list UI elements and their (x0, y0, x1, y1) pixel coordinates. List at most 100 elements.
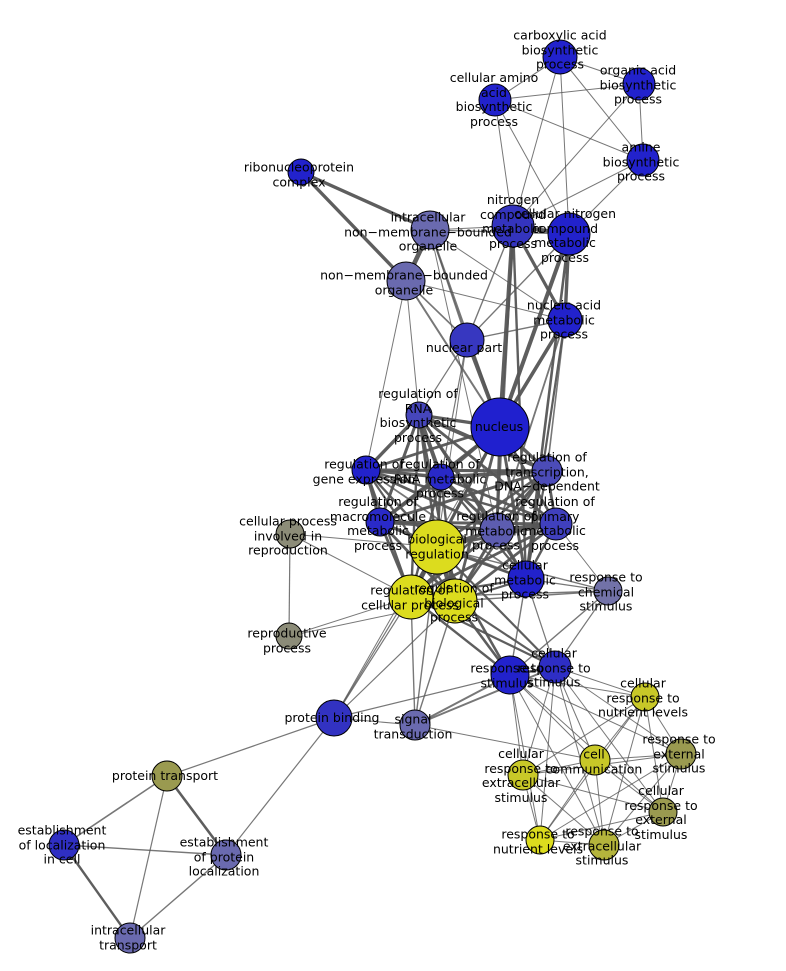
graph-edge (436, 546, 556, 668)
graph-node-regulation_of_macromolecule_metabolic_process[interactable] (365, 507, 395, 537)
graph-edge (165, 775, 228, 856)
graph-edge (644, 696, 664, 813)
graph-edge (509, 674, 605, 846)
graph-edge (546, 319, 566, 472)
graph-edge (512, 83, 640, 227)
graph-edge (299, 170, 408, 283)
graph-edge (559, 56, 644, 161)
graph-edge (539, 811, 664, 841)
graph-node-protein_binding[interactable] (315, 699, 353, 737)
graph-edge (496, 319, 566, 531)
graph-node-regulation_of_rna_biosynthetic_process[interactable] (405, 401, 433, 429)
graph-node-carboxylic_acid_biosynthetic_process[interactable] (542, 39, 578, 75)
graph-edge (522, 774, 664, 813)
graph-node-nitrogen_compound_metabolic_process[interactable] (491, 204, 535, 248)
edge-layer (63, 56, 682, 939)
graph-node-response_to_external_stimulus[interactable] (665, 738, 697, 770)
graph-edge (559, 56, 570, 235)
graph-edge (509, 674, 541, 841)
graph-node-regulation_of_primary_metabolic_process[interactable] (539, 507, 573, 541)
graph-edge (288, 533, 291, 637)
graph-edge (539, 759, 596, 841)
graph-edge (333, 674, 511, 719)
graph-node-nuclear_part[interactable] (449, 322, 485, 358)
graph-node-biological_regulation[interactable] (409, 519, 465, 575)
graph-node-cell_communication[interactable] (579, 744, 611, 776)
graph-edge (129, 854, 227, 939)
graph-node-cellular_nitrogen_compound_metabolic_process[interactable] (547, 212, 591, 256)
graph-edge (512, 56, 561, 227)
graph-edge (289, 533, 412, 598)
graph-edge (63, 775, 168, 846)
graph-edge (429, 229, 566, 321)
graph-edge (494, 99, 570, 235)
graph-node-cellular_response_to_external_stimulus[interactable] (648, 797, 678, 827)
graph-edge (524, 233, 571, 580)
graph-node-cellular_amino_acid_biosynthetic_process[interactable] (478, 83, 512, 117)
graph-node-establishment_of_protein_localization[interactable] (210, 839, 242, 871)
graph-node-protein_transport[interactable] (151, 760, 183, 792)
graph-node-regulation_of_transcription_dna_dependent[interactable] (531, 455, 563, 487)
graph-edge (300, 170, 431, 232)
graph-node-intracellular_non_membrane_bounded_organelle[interactable] (410, 210, 450, 250)
graph-edge (166, 717, 335, 777)
graph-edge (509, 674, 682, 755)
graph-node-regulation_of_rna_metabolic_process[interactable] (427, 463, 455, 491)
graph-node-cellular_response_to_stimulus[interactable] (538, 650, 572, 684)
graph-edge (333, 546, 438, 719)
graph-edge (512, 159, 644, 227)
graph-node-nucleic_acid_metabolic_process[interactable] (547, 302, 583, 338)
graph-node-response_to_chemical_stimulus[interactable] (593, 576, 623, 606)
node-layer[interactable] (48, 39, 697, 954)
graph-edge (225, 717, 335, 856)
graph-edge (414, 724, 596, 761)
graph-edge (509, 674, 646, 698)
graph-edge (554, 666, 596, 761)
graph-edge (494, 83, 640, 101)
graph-edge (554, 666, 605, 846)
graph-node-nucleus[interactable] (470, 397, 530, 457)
graph-edge (509, 674, 664, 813)
graph-node-intracellular_transport[interactable] (114, 922, 146, 954)
graph-node-amine_biosynthetic_process[interactable] (626, 143, 660, 177)
graph-node-non_membrane_bounded_organelle[interactable] (386, 261, 426, 301)
graph-node-reproductive_process[interactable] (275, 622, 303, 650)
graph-node-response_to_nutrient_levels[interactable] (525, 825, 555, 855)
graph-edge (440, 475, 557, 526)
graph-edge (498, 233, 571, 428)
graph-node-response_to_extracellular_stimulus[interactable] (588, 829, 620, 861)
graph-node-organic_acid_biosynthetic_process[interactable] (622, 67, 656, 101)
graph-edge (410, 522, 557, 599)
graph-node-establishment_of_localization_in_cell[interactable] (48, 829, 80, 861)
graph-edge (603, 696, 646, 846)
graph-node-regulation_of_metabolic_process[interactable] (479, 512, 515, 548)
graph-node-cellular_metabolic_process[interactable] (507, 560, 545, 598)
graph-node-signal_transduction[interactable] (399, 709, 431, 741)
graph-node-cellular_response_to_extracellular_stimulus[interactable] (507, 759, 539, 791)
graph-edge (333, 600, 456, 719)
graph-edge (539, 753, 682, 841)
graph-edge (129, 775, 168, 939)
graph-node-cellular_process_involved_in_reproduction[interactable] (275, 519, 305, 549)
graph-edge (405, 280, 566, 321)
graph-edge (603, 753, 682, 846)
graph-node-cellular_response_to_nutrient_levels[interactable] (630, 682, 660, 712)
graph-edge (365, 280, 407, 471)
graph-node-response_to_stimulus[interactable] (490, 655, 530, 695)
graph-node-ribonucleoprotein_complex[interactable] (287, 158, 315, 186)
graph-edge (405, 280, 420, 416)
graph-edge (409, 414, 421, 598)
graph-edge (554, 666, 664, 813)
graph-node-regulation_of_gene_expression[interactable] (351, 455, 381, 485)
graph-edge (379, 469, 548, 524)
graph-node-regulation_of_biological_process[interactable] (432, 578, 478, 624)
graph-edge (539, 666, 556, 841)
graph-edge (414, 546, 438, 726)
graph-node-regulation_of_cellular_process[interactable] (388, 574, 434, 620)
graph-edge (522, 666, 556, 776)
graph-edge (63, 844, 131, 939)
graph-edge (414, 666, 556, 726)
graph-edge (509, 590, 609, 676)
